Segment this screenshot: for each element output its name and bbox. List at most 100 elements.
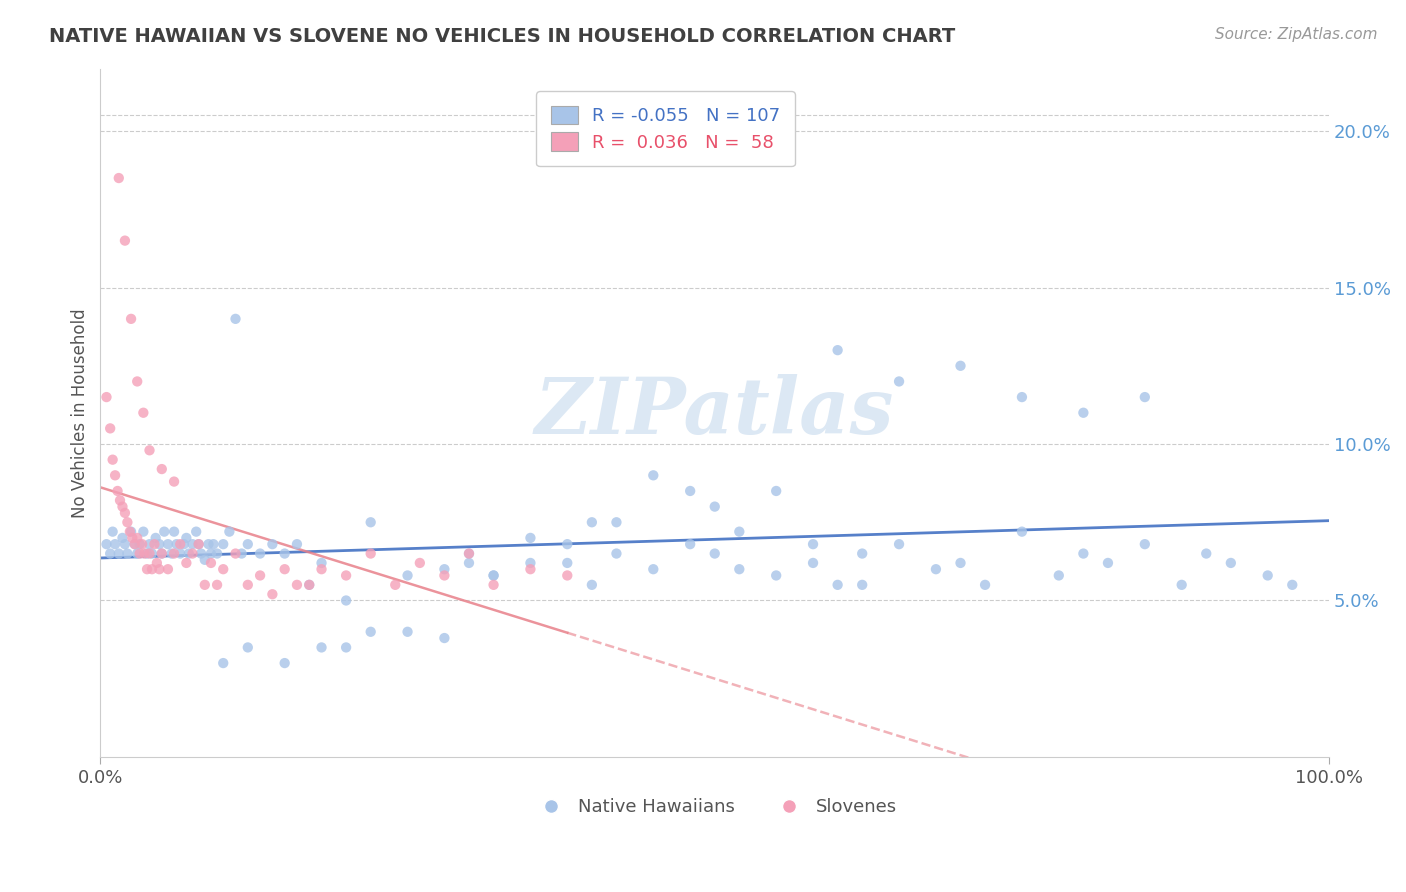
Point (150, 462, 173, 476)
Point (124, 537, 146, 551)
Point (218, 524, 240, 539)
Point (285, 537, 308, 551)
Point (173, 537, 195, 551)
Point (703, 547, 725, 561)
Point (101, 452, 124, 467)
Point (212, 656, 235, 670)
Point (1011, 390, 1033, 404)
Point (1011, 524, 1033, 539)
Point (169, 537, 191, 551)
Point (433, 568, 456, 582)
Point (1281, 578, 1303, 592)
Point (145, 531, 167, 545)
Point (458, 547, 481, 561)
Point (949, 359, 972, 373)
Point (801, 556, 824, 570)
Point (177, 547, 200, 561)
Point (605, 515, 627, 529)
Point (169, 547, 191, 561)
Point (148, 537, 170, 551)
Point (827, 343, 849, 358)
Point (181, 537, 204, 551)
Point (605, 547, 627, 561)
Point (396, 624, 419, 639)
Point (311, 562, 333, 576)
Point (127, 547, 149, 561)
Point (212, 562, 235, 576)
Point (396, 568, 419, 582)
Point (925, 562, 948, 576)
Point (236, 640, 259, 655)
Point (141, 547, 163, 561)
Point (153, 524, 176, 539)
Point (482, 578, 505, 592)
Point (138, 443, 160, 458)
Point (643, 562, 665, 576)
Point (96, 537, 118, 551)
Point (851, 578, 873, 592)
Point (433, 631, 456, 645)
Point (273, 656, 295, 670)
Point (335, 640, 357, 655)
Point (249, 568, 271, 582)
Point (335, 568, 357, 582)
Point (225, 547, 247, 561)
Point (1195, 547, 1218, 561)
Point (205, 547, 228, 561)
Point (519, 531, 541, 545)
Point (273, 547, 295, 561)
Point (249, 547, 271, 561)
Point (163, 524, 186, 539)
Point (127, 375, 149, 389)
Point (163, 475, 186, 489)
Point (1133, 390, 1156, 404)
Point (1097, 556, 1119, 570)
Y-axis label: No Vehicles in Household: No Vehicles in Household (72, 308, 89, 517)
Point (728, 524, 751, 539)
Point (128, 547, 150, 561)
Point (231, 547, 253, 561)
Point (124, 537, 146, 551)
Point (141, 562, 163, 576)
Point (128, 537, 150, 551)
Point (482, 568, 505, 582)
Point (555, 537, 578, 551)
Point (236, 537, 259, 551)
Point (1047, 568, 1070, 582)
Point (138, 537, 160, 551)
Point (887, 537, 910, 551)
Text: NATIVE HAWAIIAN VS SLOVENE NO VEHICLES IN HOUSEHOLD CORRELATION CHART: NATIVE HAWAIIAN VS SLOVENE NO VEHICLES I… (49, 27, 956, 45)
Point (765, 568, 787, 582)
Text: ZIPatlas: ZIPatlas (536, 375, 894, 451)
Point (285, 578, 308, 592)
Point (132, 406, 155, 420)
Point (111, 500, 134, 514)
Point (519, 556, 541, 570)
Point (360, 624, 382, 639)
Point (136, 547, 159, 561)
Point (827, 578, 849, 592)
Point (679, 537, 702, 551)
Point (851, 547, 873, 561)
Point (138, 547, 160, 561)
Point (143, 537, 166, 551)
Point (703, 500, 725, 514)
Point (120, 311, 142, 326)
Point (104, 468, 127, 483)
Legend: Native Hawaiians, Slovenes: Native Hawaiians, Slovenes (526, 791, 904, 823)
Point (114, 234, 136, 248)
Point (104, 537, 127, 551)
Point (335, 593, 357, 607)
Point (202, 537, 225, 551)
Point (98, 421, 121, 435)
Point (107, 171, 129, 186)
Point (121, 531, 143, 545)
Point (311, 640, 333, 655)
Point (519, 562, 541, 576)
Point (643, 468, 665, 483)
Point (728, 562, 751, 576)
Point (949, 556, 972, 570)
Point (679, 483, 702, 498)
Point (298, 578, 321, 592)
Point (458, 547, 481, 561)
